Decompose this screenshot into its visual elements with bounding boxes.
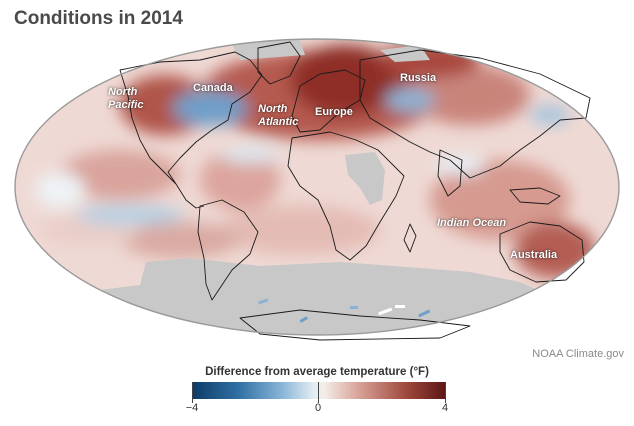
legend-tick-min (192, 382, 193, 403)
label-canada: Canada (193, 82, 233, 94)
antarctic-blips (257, 298, 431, 323)
legend-label-min: −4 (185, 402, 199, 414)
label-europe: Europe (315, 106, 353, 118)
label-north-atlantic: North Atlantic (258, 103, 299, 128)
legend-label-max: 4 (441, 402, 449, 414)
label-russia: Russia (400, 72, 437, 84)
legend-tick-zero (318, 382, 319, 403)
label-north-pacific: North Pacific (108, 86, 144, 111)
anomaly-field (15, 39, 619, 335)
label-indian-ocean: Indian Ocean (437, 217, 507, 229)
legend-label-zero: 0 (314, 402, 322, 414)
credit-text: NOAA Climate.gov (532, 348, 624, 360)
map-title: Conditions in 2014 (14, 8, 183, 29)
legend-colorbar (192, 382, 446, 399)
legend-tick-max (445, 382, 446, 403)
legend-title: Difference from average temperature (°F) (205, 366, 429, 378)
globe-outline (14, 38, 620, 336)
label-australia: Australia (510, 249, 558, 261)
coastlines (119, 41, 591, 341)
